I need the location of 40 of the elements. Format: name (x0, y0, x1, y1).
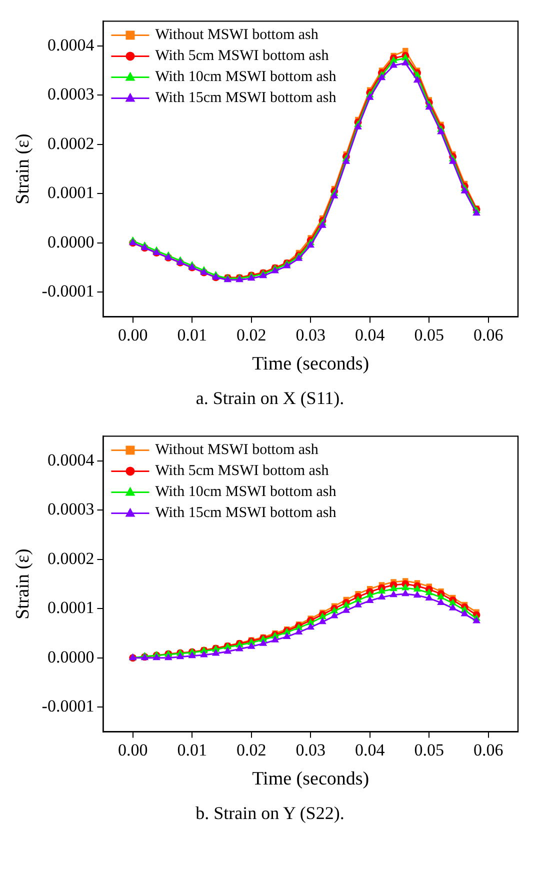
y-axis-title: Strain (ε) (12, 548, 34, 620)
x-tick-label: 0.01 (177, 325, 207, 344)
x-tick-label: 0.03 (296, 740, 326, 760)
y-tick-label: -0.0001 (42, 282, 94, 301)
y-tick-label: 0.0003 (47, 500, 94, 519)
x-tick-label: 0.02 (236, 740, 266, 760)
y-tick-label: 0.0003 (47, 84, 94, 104)
y-tick-label: 0.0000 (47, 232, 94, 252)
x-tick-label: 0.01 (177, 740, 207, 760)
x-axis-title: Time (seconds) (252, 768, 370, 790)
legend-label: With 15cm MSWI bottom ash (155, 505, 337, 522)
y-tick-label: 0.0001 (47, 183, 94, 202)
x-tick-label: 0.06 (473, 325, 504, 344)
y-tick-label: 0.0004 (47, 35, 95, 54)
legend-label: With 10cm MSWI bottom ash (155, 69, 337, 86)
x-tick-label: 0.06 (473, 740, 504, 760)
y-tick-label: 0.0001 (47, 598, 94, 618)
x-tick-label: 0.03 (296, 325, 326, 344)
x-tick-label: 0.05 (414, 740, 444, 760)
legend-label: With 5cm MSWI bottom ash (155, 463, 330, 480)
legend-label: With 5cm MSWI bottom ash (155, 48, 330, 64)
x-tick-label: 0.00 (118, 325, 148, 344)
x-tick-label: 0.00 (118, 740, 148, 760)
text: b. Strain on Y (S22). (194, 803, 346, 824)
legend-label: Without MSWI bottom ash (155, 27, 319, 44)
y-axis-title: Strain (ε) (12, 134, 34, 204)
y-tick-label: -0.0001 (42, 696, 94, 716)
x-tick-label: 0.04 (354, 325, 386, 344)
y-tick-label: 0.0002 (47, 548, 94, 568)
x-tick-label: 0.02 (236, 325, 266, 344)
x-tick-label: 0.05 (414, 325, 444, 344)
legend-label: With 10cm MSWI bottom ash (155, 484, 337, 500)
y-tick-label: 0.0004 (47, 450, 95, 470)
x-tick-label: 0.04 (354, 740, 386, 760)
legend-label: With 15cm MSWI bottom ash (155, 90, 337, 106)
text: a. Strain on X (S11). (194, 388, 346, 409)
legend-label: Without MSWI bottom ash (155, 442, 319, 458)
y-tick-label: 0.0002 (47, 134, 94, 153)
y-tick-label: 0.0000 (47, 647, 94, 666)
x-axis-title: Time (seconds) (252, 354, 370, 375)
